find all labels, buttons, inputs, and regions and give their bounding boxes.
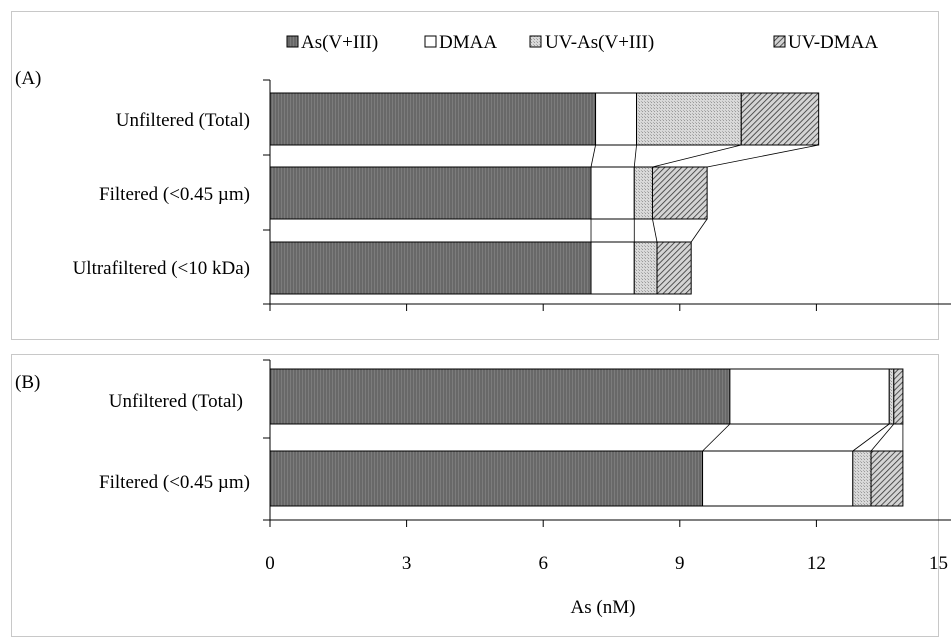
bar-b-0-dmaa [729,368,890,425]
bar-a-2-dmaa [590,241,635,295]
category-label-b-1: Filtered (<0.45 µm) [99,472,250,493]
x-tick-label-0: 0 [265,553,275,574]
legend-swatch-2 [529,35,542,48]
x-tick-label-2: 6 [538,553,548,574]
bar-b-1-uv-dmaa [870,450,904,507]
bar-a-2-uv-as-v-iii [633,241,658,295]
bar-b-1-uv-as-v-iii [852,450,872,507]
bar-a-0-as-v-iii [269,92,597,146]
tick-label-layer: 0 3 6 9 12 15 [265,553,948,574]
bar-a-1-as-v-iii [269,166,592,220]
x-tick-label-5: 15 [929,553,948,574]
legend-label-2: UV-As(V+III) [545,32,654,53]
series-connector-a-1-4 [690,218,708,243]
legend-item-0: As(V+III) [286,32,378,53]
panel-a-label: (A) [15,68,41,89]
category-label-a-1: Filtered (<0.45 µm) [99,184,250,205]
series-connector-a-0-4 [707,144,819,168]
legend-item-3: UV-DMAA [773,32,878,53]
series-connector-b-0-2 [852,423,890,452]
bar-b-1-as-v-iii [269,450,704,507]
category-label-b-0: Unfiltered (Total) [109,391,243,412]
series-connector-a-0-2 [633,144,637,168]
x-tick-label-1: 3 [402,553,412,574]
category-label-a-2: Ultrafiltered (<10 kDa) [73,258,250,279]
connector-layer [590,144,904,452]
bar-b-0-uv-dmaa [893,368,904,425]
bar-a-0-uv-as-v-iii [636,92,742,146]
series-connector-b-0-1 [702,423,731,452]
series-connector-a-0-1 [590,144,596,168]
bar-a-0-uv-dmaa [740,92,820,146]
bar-a-2-uv-dmaa [656,241,692,295]
category-label-a-0: Unfiltered (Total) [116,110,250,131]
bar-a-0-dmaa [595,92,638,146]
bar-b-1-dmaa [702,450,854,507]
panel-b-label: (B) [15,372,40,393]
x-tick-label-4: 12 [807,553,826,574]
legend-swatch-3 [773,35,786,48]
legend-item-2: UV-As(V+III) [529,32,654,53]
series-connector-a-0-3 [652,144,742,168]
x-axis-title: As (nM) [571,597,636,618]
legend-label-1: DMAA [439,32,497,53]
legend-item-1: DMAA [424,32,497,53]
bar-a-1-dmaa [590,166,635,220]
bar-a-1-uv-as-v-iii [633,166,653,220]
legend: As(V+III) DMAA UV-As(V+III) UV-DMAA [286,32,878,53]
bar-a-2-as-v-iii [269,241,592,295]
legend-label-0: As(V+III) [301,32,378,53]
x-tick-label-3: 9 [675,553,685,574]
tick-layer [263,79,817,527]
bar-layer [269,92,904,507]
legend-swatch-0 [286,35,299,48]
legend-label-3: UV-DMAA [788,32,878,53]
bar-b-0-uv-as-v-iii [888,368,895,425]
bar-a-1-uv-dmaa [651,166,708,220]
bar-b-0-as-v-iii [269,368,731,425]
series-connector-a-1-3 [652,218,658,243]
legend-swatch-1 [424,35,437,48]
series-connector-b-0-3 [870,423,895,452]
